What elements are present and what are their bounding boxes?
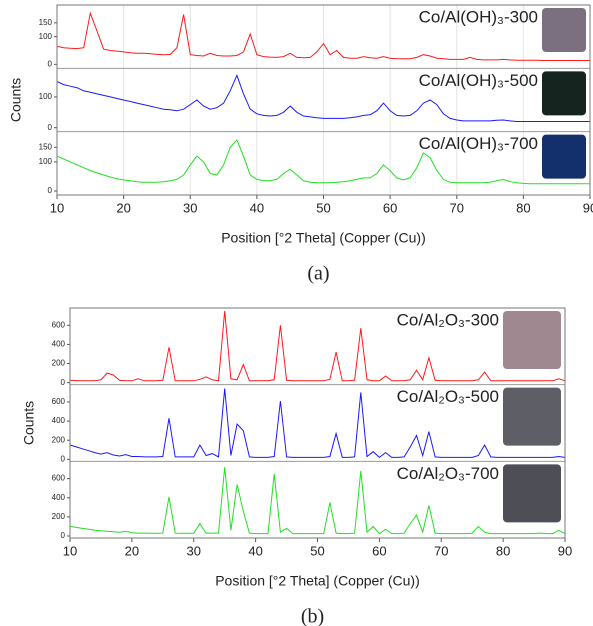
x-tick-label: 80 [516, 200, 530, 215]
y-tick-label: 600 [52, 397, 66, 406]
x-axis-label: Position [°2 Theta] (Copper (Cu)) [215, 573, 420, 589]
series-line [56, 11, 590, 61]
series-line [56, 139, 590, 185]
series-line [69, 310, 566, 382]
y-tick-label: 150 [39, 18, 53, 27]
y-tick-label: 100 [39, 92, 53, 101]
sample-photo [503, 387, 561, 446]
y-tick-label: 0 [61, 531, 66, 540]
y-tick-label: 150 [39, 142, 53, 151]
series-name: Co/Al(OH)₃-700 [419, 134, 538, 153]
x-tick-label: 40 [248, 543, 262, 558]
series-name: Co/Al(OH)₃-500 [419, 71, 538, 90]
x-tick-label: 90 [558, 543, 572, 558]
sample-photo [542, 71, 586, 116]
x-tick-label: 70 [434, 543, 448, 558]
y-tick-label: 400 [52, 340, 66, 349]
y-tick-label: 200 [52, 512, 66, 521]
sample-photo [542, 8, 586, 52]
x-tick-label: 10 [63, 543, 77, 558]
series-name: Co/Al₂O₃-500 [397, 387, 499, 406]
y-tick-label: 0 [61, 378, 66, 387]
x-tick-label: 60 [372, 543, 386, 558]
series-line [69, 467, 566, 535]
y-axis-label: Counts [8, 78, 24, 122]
series-name: Co/Al(OH)₃-300 [419, 7, 538, 26]
plot-frame [69, 307, 566, 539]
plot-frame [56, 4, 591, 196]
sample-photo [503, 311, 561, 369]
series-line [69, 388, 566, 459]
x-tick-label: 40 [250, 200, 264, 215]
series-name: Co/Al₂O₃-300 [397, 310, 499, 329]
y-tick-label: 600 [52, 320, 66, 329]
x-tick-label: 10 [50, 200, 64, 215]
y-tick-label: 100 [39, 32, 53, 41]
x-tick-label: 50 [316, 200, 330, 215]
y-tick-label: 100 [39, 157, 53, 166]
y-axis-label: Counts [21, 401, 37, 445]
y-tick-label: 600 [52, 474, 66, 483]
x-tick-label: 60 [383, 200, 397, 215]
y-tick-label: 200 [52, 435, 66, 444]
x-tick-label: 70 [450, 200, 464, 215]
y-tick-label: 0 [48, 123, 53, 132]
sample-photo [542, 134, 586, 179]
series-line [56, 74, 590, 122]
x-tick-label: 50 [310, 543, 324, 558]
sample-photo [503, 464, 561, 523]
x-tick-label: 80 [496, 543, 510, 558]
y-tick-label: 0 [61, 454, 66, 463]
x-tick-label: 90 [583, 200, 593, 215]
x-tick-label: 20 [116, 200, 130, 215]
y-tick-label: 0 [48, 186, 53, 195]
x-tick-label: 30 [183, 200, 197, 215]
caption: (a) [307, 263, 329, 285]
y-tick-label: 200 [52, 359, 66, 368]
y-tick-label: 400 [52, 416, 66, 425]
x-axis-label: Position [°2 Theta] (Copper (Cu)) [221, 230, 426, 246]
y-tick-label: 400 [52, 493, 66, 502]
x-tick-label: 20 [125, 543, 139, 558]
series-name: Co/Al₂O₃-700 [397, 464, 499, 483]
caption: (b) [301, 606, 324, 626]
x-tick-label: 30 [187, 543, 201, 558]
y-tick-label: 0 [48, 59, 53, 68]
